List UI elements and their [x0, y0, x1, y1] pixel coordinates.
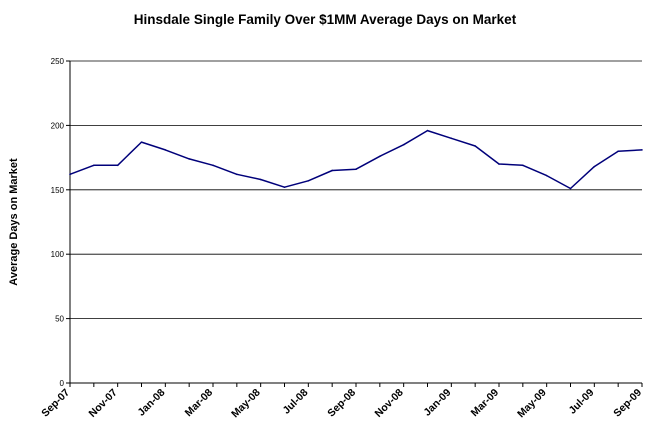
data-point — [331, 169, 333, 172]
x-tick-label: Sep-07 — [39, 387, 72, 420]
x-tick-label: Sep-09 — [611, 387, 644, 420]
data-point — [379, 155, 381, 158]
data-point — [569, 187, 572, 190]
data-point — [498, 163, 500, 165]
y-tick-label-200: 200 — [51, 121, 65, 130]
series-line-0 — [69, 129, 643, 190]
data-point — [69, 173, 71, 176]
y-tick-label-100: 100 — [51, 250, 65, 259]
x-tick-label: Sep-08 — [325, 387, 358, 420]
data-point — [617, 150, 619, 152]
data-point — [355, 168, 357, 170]
data-point — [93, 164, 95, 167]
data-point — [307, 179, 310, 182]
data-point — [426, 129, 429, 132]
data-point — [641, 149, 643, 151]
x-tick-label: May-09 — [515, 387, 549, 421]
chart-title: Hinsdale Single Family Over $1MM Average… — [133, 12, 517, 27]
data-point — [164, 149, 167, 151]
data-point — [116, 164, 119, 167]
data-point — [474, 145, 476, 147]
x-tick-label: Jan-09 — [421, 387, 453, 419]
x-tick-label: Nov-08 — [373, 387, 406, 420]
y-tick-label-50: 50 — [55, 315, 64, 324]
x-tick-label: Jan-08 — [135, 387, 167, 419]
x-tick-label: Jul-09 — [567, 387, 597, 417]
data-point — [140, 141, 143, 143]
data-point — [545, 174, 548, 177]
y-tick-label-0: 0 — [60, 379, 65, 388]
data-point — [259, 178, 262, 181]
x-tick-label: Nov-07 — [87, 387, 120, 420]
data-point — [188, 158, 190, 160]
data-point — [593, 165, 596, 168]
x-tick-label: Mar-08 — [183, 387, 216, 420]
data-point — [402, 143, 405, 146]
data-point — [522, 164, 524, 167]
y-tick-label-250: 250 — [51, 57, 65, 66]
data-point — [450, 137, 453, 140]
data-point — [212, 164, 214, 167]
x-tick-label: Mar-09 — [469, 387, 502, 420]
x-tick-label: May-08 — [229, 387, 263, 421]
x-tick-label: Jul-08 — [281, 387, 311, 417]
data-point — [236, 173, 238, 176]
data-point — [283, 186, 286, 189]
y-tick-label-150: 150 — [51, 186, 65, 195]
